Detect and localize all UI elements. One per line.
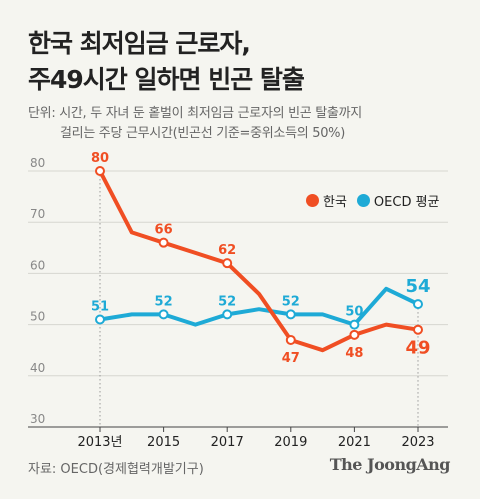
data-point bbox=[349, 329, 360, 340]
data-point bbox=[95, 314, 105, 325]
data-point bbox=[413, 324, 423, 335]
data-label: 66 bbox=[155, 223, 173, 238]
data-label: 47 bbox=[282, 351, 300, 366]
data-label: 52 bbox=[155, 294, 173, 309]
legend-item-oecd: OECD 평균 bbox=[356, 191, 440, 210]
legend-label-korea: 한국 bbox=[323, 195, 347, 210]
series-line bbox=[98, 286, 420, 327]
legend-label-oecd: OECD 평균 bbox=[373, 195, 440, 210]
data-label: 62 bbox=[218, 243, 236, 258]
x-tick-label: 2021 bbox=[338, 435, 371, 450]
x-tick-label: 2019 bbox=[274, 435, 307, 450]
data-label: 80 bbox=[91, 151, 109, 166]
data-point bbox=[285, 309, 296, 320]
legend-item-korea: 한국 bbox=[306, 191, 347, 210]
chart-subtitle: 단위: 시간, 두 자녀 둔 홑벌이 최저임금 근로자의 빈곤 탈출까지 걸리는… bbox=[28, 104, 362, 144]
x-tick-label: 2013년 bbox=[77, 435, 122, 450]
data-point bbox=[349, 319, 360, 330]
data-label: 49 bbox=[405, 338, 430, 359]
data-label: 54 bbox=[405, 276, 430, 297]
x-tick-label: 2023 bbox=[401, 435, 434, 450]
x-tick-label: 2017 bbox=[211, 435, 244, 450]
legend-swatch-oecd bbox=[356, 194, 370, 207]
series-line bbox=[98, 169, 420, 353]
data-point bbox=[285, 334, 296, 345]
chart-title: 한국 최저임금 근로자, 주49시간 일하면 빈곤 탈출 bbox=[28, 26, 305, 98]
y-tick-label: 70 bbox=[30, 207, 45, 221]
data-label: 51 bbox=[91, 299, 109, 314]
y-tick-label: 80 bbox=[30, 156, 45, 170]
data-point bbox=[222, 258, 233, 269]
y-tick-label: 50 bbox=[30, 310, 45, 324]
brand-logo: The JoongAng bbox=[329, 455, 451, 474]
title-line-2: 주49시간 일하면 빈곤 탈출 bbox=[28, 65, 305, 94]
title-line-1: 한국 최저임금 근로자, bbox=[28, 29, 251, 58]
subtitle-line-2: 걸리는 주당 근무시간(빈곤선 기준=중위소득의 50%) bbox=[60, 126, 346, 141]
data-label: 48 bbox=[345, 346, 363, 361]
y-tick-label: 40 bbox=[30, 361, 45, 375]
legend-swatch-korea bbox=[306, 194, 319, 207]
data-point bbox=[413, 299, 423, 310]
x-tick-label: 2015 bbox=[147, 435, 180, 450]
data-point bbox=[158, 237, 169, 248]
chart-legend: 한국 OECD 평균 bbox=[306, 191, 440, 210]
data-point bbox=[95, 166, 105, 176]
data-label: 52 bbox=[218, 294, 236, 309]
y-tick-label: 30 bbox=[30, 412, 45, 426]
y-tick-label: 60 bbox=[30, 258, 45, 272]
subtitle-line-1: 단위: 시간, 두 자녀 둔 홑벌이 최저임금 근로자의 빈곤 탈출까지 bbox=[28, 106, 362, 121]
data-label: 52 bbox=[282, 294, 300, 309]
data-label: 50 bbox=[345, 305, 363, 320]
data-point bbox=[222, 309, 233, 320]
source-note: 자료: OECD(경제협력개발기구) bbox=[28, 462, 204, 477]
data-point bbox=[158, 309, 169, 320]
